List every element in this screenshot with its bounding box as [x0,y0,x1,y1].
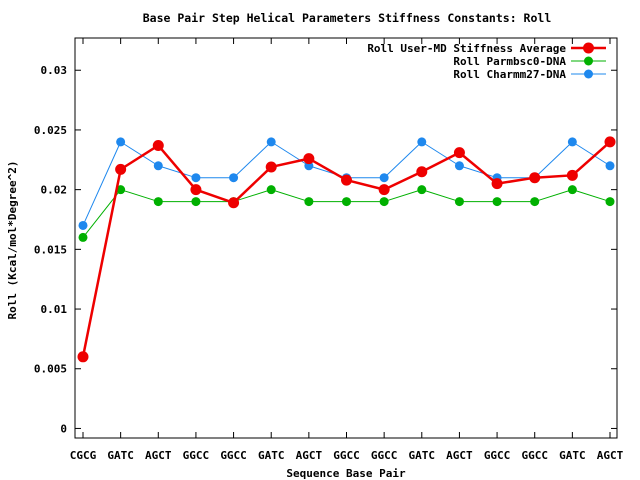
data-point [303,153,315,165]
y-tick-label: 0 [60,422,67,435]
data-point [605,197,615,207]
data-point [492,197,502,207]
data-point [341,174,352,186]
data-point [190,184,202,196]
data-point [116,137,126,147]
chart-title: Base Pair Step Helical Parameters Stiffn… [143,11,552,25]
x-tick-label: GATC [258,449,285,462]
x-tick-label: GGCC [333,449,360,462]
x-tick-label: GGCC [371,449,398,462]
data-point [191,197,201,207]
data-point [605,161,615,171]
legend-marker [584,69,593,79]
data-point [566,169,578,181]
data-point [229,173,239,183]
data-point [417,185,427,195]
plot-area [74,37,618,439]
data-point [379,197,389,207]
y-axis: 0 0.005 0.01 0.015 0.02 0.025 0.03 [34,64,617,435]
x-tick-label: AGCT [296,449,323,462]
series-layer [77,136,616,363]
data-point [453,147,465,159]
series-line [82,189,611,238]
data-point [191,173,201,183]
y-tick-label: 0.03 [41,64,68,77]
legend-label: Roll Parmbsc0-DNA [453,55,566,68]
data-point [266,185,276,195]
data-point [454,197,464,207]
data-point [152,139,164,151]
data-point [265,161,277,173]
data-point [416,166,428,178]
data-point [604,136,616,148]
data-point [530,197,540,207]
x-axis-label: Sequence Base Pair [286,467,406,480]
x-tick-label: GGCC [183,449,210,462]
data-point [77,351,89,363]
data-point [454,161,464,171]
legend-marker [584,56,593,66]
legend-label: Roll Charmm27-DNA [453,68,566,81]
data-point [529,172,541,184]
legend-marker [583,42,594,54]
series-0 [77,136,616,363]
x-tick-label: AGCT [597,449,624,462]
data-point [417,137,427,147]
x-tick-label: GATC [107,449,134,462]
x-tick-label: GATC [559,449,586,462]
series-1 [78,185,615,242]
data-point [115,163,127,175]
data-point [491,178,503,190]
data-point [567,185,577,195]
x-tick-label: AGCT [145,449,172,462]
data-point [153,161,163,171]
x-tick-label: CGCG [70,449,97,462]
x-tick-label: GGCC [521,449,548,462]
x-tick-label: AGCT [446,449,473,462]
y-tick-label: 0.02 [41,184,68,197]
data-point [116,185,126,195]
x-tick-label: GATC [409,449,436,462]
y-tick-label: 0.01 [41,303,68,316]
x-axis: CGCG GATC AGCT GGCC GGCC GATC AGCT GGCC GGCC GATC… [70,38,624,462]
data-point [379,173,389,183]
data-point [567,137,577,147]
data-point [228,197,240,209]
x-tick-label: GGCC [220,449,247,462]
data-point [153,197,163,207]
data-point [78,220,88,230]
y-tick-label: 0.015 [34,243,67,256]
data-point [78,232,88,242]
data-point [266,137,276,147]
data-point [342,197,351,207]
legend-label: Roll User-MD Stiffness Average [367,42,566,55]
y-axis-label: Roll (Kcal/mol*Degree^2) [6,161,19,320]
y-tick-label: 0.025 [34,124,67,137]
x-tick-label: GGCC [484,449,511,462]
data-point [378,184,390,196]
data-point [304,197,314,207]
y-tick-label: 0.005 [34,363,67,376]
